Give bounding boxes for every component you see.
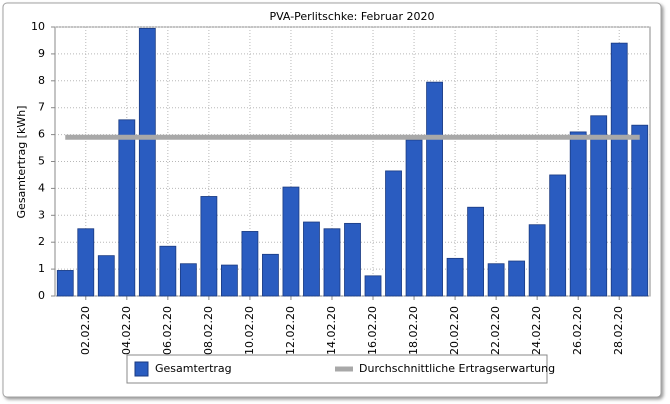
- x-tick-label: 22.02.20: [489, 306, 502, 355]
- bar: [508, 260, 526, 297]
- bar: [549, 174, 567, 297]
- y-tick-label: 3: [38, 208, 45, 221]
- bar: [323, 228, 341, 297]
- x-tick-label: 20.02.20: [448, 306, 461, 355]
- bar: [631, 124, 649, 297]
- legend-label: Gesamtertrag: [155, 362, 232, 375]
- bar: [364, 275, 382, 297]
- bar: [138, 27, 156, 297]
- bar: [344, 222, 361, 297]
- x-tick-label: 08.02.20: [202, 306, 215, 355]
- bar: [118, 119, 136, 297]
- bar: [56, 270, 74, 297]
- y-tick-label: 10: [31, 20, 45, 33]
- bar: [467, 206, 485, 297]
- bar: [569, 131, 587, 297]
- bar: [77, 228, 95, 297]
- bar: [528, 224, 546, 297]
- x-tick-label: 10.02.20: [243, 306, 256, 355]
- x-tick-label: 02.02.20: [79, 306, 92, 355]
- legend-swatch: [134, 361, 149, 377]
- x-tick-label: 26.02.20: [571, 306, 584, 355]
- bar: [303, 221, 320, 297]
- chart-title: PVA-Perlitschke: Februar 2020: [269, 10, 434, 23]
- y-tick-label: 1: [38, 262, 45, 275]
- y-tick-label: 6: [38, 128, 45, 141]
- y-tick-label: 9: [38, 47, 45, 60]
- legend-label: Durchschnittliche Ertragserwartung: [359, 362, 555, 375]
- bar: [405, 139, 423, 297]
- x-tick-label: 04.02.20: [120, 306, 133, 355]
- y-axis-label: Gesamtertrag [kWh]: [15, 106, 28, 219]
- x-tick-label: 28.02.20: [612, 306, 625, 355]
- y-tick-label: 2: [38, 235, 45, 248]
- bar: [179, 263, 197, 297]
- x-tick-label: 18.02.20: [407, 306, 420, 355]
- y-tick-label: 4: [38, 181, 45, 194]
- bar: [220, 264, 238, 297]
- bar: [590, 115, 608, 297]
- y-tick-label: 5: [38, 155, 45, 168]
- bar: [97, 255, 115, 297]
- x-tick-label: 14.02.20: [325, 306, 338, 355]
- x-tick-label: 12.02.20: [284, 306, 297, 355]
- bar: [200, 196, 218, 297]
- bar: [385, 170, 402, 297]
- y-tick-label: 0: [38, 289, 45, 302]
- y-tick-label: 7: [38, 101, 45, 114]
- bar: [262, 253, 279, 297]
- bar: [241, 231, 259, 297]
- x-tick-label: 06.02.20: [161, 306, 174, 355]
- x-tick-label: 16.02.20: [366, 306, 379, 355]
- bar: [610, 42, 628, 297]
- bar: [282, 186, 300, 297]
- x-tick-label: 24.02.20: [530, 306, 543, 355]
- bar: [159, 245, 177, 297]
- y-tick-label: 8: [38, 74, 45, 87]
- bar: [446, 257, 464, 297]
- bar: [426, 81, 443, 297]
- bar: [487, 263, 505, 297]
